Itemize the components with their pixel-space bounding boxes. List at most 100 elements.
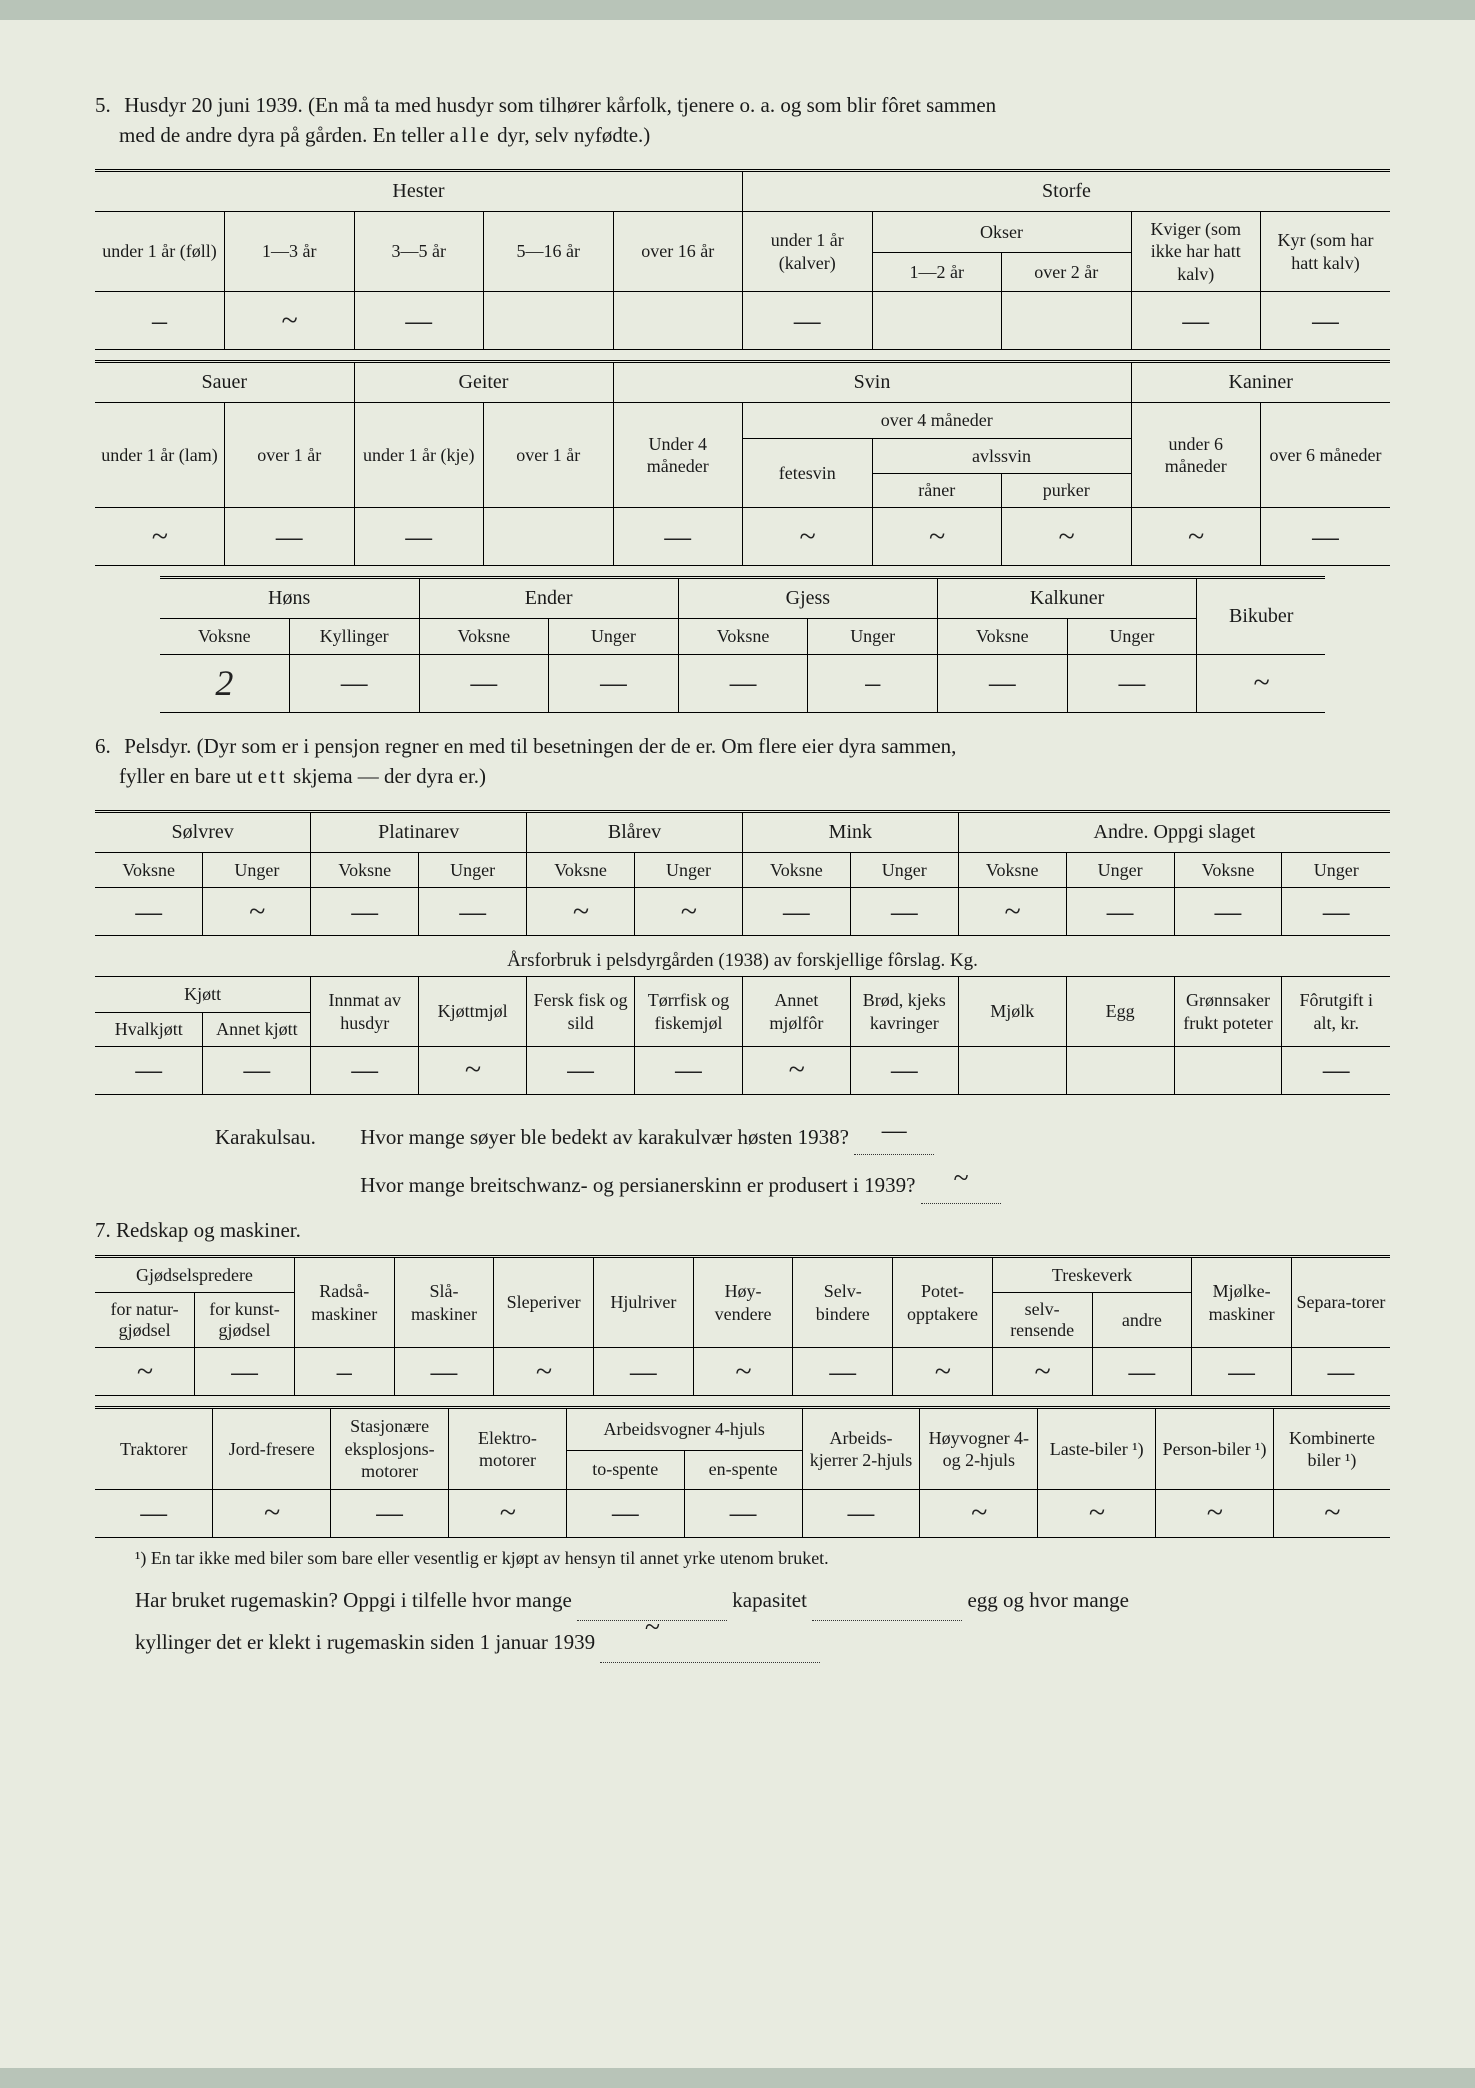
fornatur: for natur-gjødsel [95,1293,195,1348]
cell: — [938,654,1068,712]
ka-over6: over 6 måneder [1261,403,1391,508]
kombinerte: Kombinerte biler ¹) [1273,1408,1390,1490]
cell: — [203,1046,311,1094]
cell: — [793,1348,893,1396]
sa-under1: under 1 år (lam) [95,403,225,508]
unger: Unger [203,852,311,888]
unger: Unger [419,852,527,888]
cell [484,508,614,566]
jordfresere: Jord-fresere [213,1408,331,1490]
voksne: Voksne [1174,852,1282,888]
voksne: Voksne [160,619,290,655]
kyllinger: Kyllinger [289,619,419,655]
cell: — [394,1348,494,1396]
andre: Andre. Oppgi slaget [958,811,1390,852]
voksne: Voksne [527,852,635,888]
cell: ~ [1273,1489,1390,1537]
cell: ~ [872,508,1002,566]
cell: ~ [742,1046,850,1094]
hoyvendere: Høy-vendere [693,1256,793,1348]
karakul-label: Karakulsau. [215,1120,355,1156]
cell: — [195,1348,295,1396]
cell: ~ [743,508,873,566]
cell: — [419,888,527,936]
footnote: ¹) En tar ikke med biler som bare eller … [135,1548,1390,1569]
cell: — [311,1046,419,1094]
sv-under4: Under 4 måneder [613,403,743,508]
cell: ~ [203,888,311,936]
cell: ~ [958,888,1066,936]
cell: ~ [920,1489,1038,1537]
cell: ~ [1197,654,1326,712]
forutgift: Fôrutgift i alt, kr. [1282,977,1390,1047]
voksne: Voksne [95,852,203,888]
section5-text-a: Husdyr 20 juni 1939. (En må ta med husdy… [124,93,996,117]
cell: ~ [893,1348,993,1396]
cell [872,292,1002,350]
voksne: Voksne [958,852,1066,888]
annetmjolfor: Annet mjølfôr [742,977,850,1047]
karakul-a1: — [854,1107,934,1156]
cell [1174,1046,1282,1094]
radsa: Radså-maskiner [294,1256,394,1348]
cell: ~ [494,1348,594,1396]
group-hester: Hester [95,170,743,211]
table-arsforbruk: Kjøtt Innmat av husdyr Kjøttmjøl Fersk f… [95,976,1390,1095]
section5-text-c: dyr, selv nyfødte.) [492,123,650,147]
annetkjott: Annet kjøtt [203,1012,311,1046]
section6-text-a: Pelsdyr. (Dyr som er i pensjon regner en… [124,734,956,758]
section7-intro: 7. Redskap og maskiner. [95,1218,1390,1243]
selvrensende: selv-rensende [992,1293,1092,1348]
mjolk: Mjølk [958,977,1066,1047]
section5-intro: 5. Husdyr 20 juni 1939. (En må ta med hu… [95,90,1390,151]
karakul-q1: Hvor mange søyer ble bedekt av karakulvæ… [360,1125,849,1149]
section5-text-b: med de andre dyra på gården. En teller [119,123,450,147]
cell: ~ [1038,1489,1156,1537]
cell: — [1174,888,1282,936]
cell: — [1282,1046,1390,1094]
tospente: to-spente [566,1450,684,1489]
table-sauer-geiter-svin-kaniner: Sauer Geiter Svin Kaniner under 1 år (la… [95,360,1390,566]
cell: ~ [95,1348,195,1396]
karakul-a2: ~ [921,1155,1001,1204]
forkunst: for kunst-gjødsel [195,1293,295,1348]
bottom-question: Har bruket rugemaskin? Oppgi i tilfelle … [135,1579,1390,1663]
unger: Unger [549,619,679,655]
s-okser: Okser [872,211,1131,252]
cell: — [850,1046,958,1094]
table-pelsdyr: Sølvrev Platinarev Blårev Mink Andre. Op… [95,810,1390,937]
table-redskap-1: Gjødselspredere Radså-maskiner Slå-maski… [95,1255,1390,1397]
table-hester-storfe: Hester Storfe under 1 år (føll) 1—3 år 3… [95,169,1390,351]
cell: — [1092,1348,1192,1396]
group-kalkuner: Kalkuner [938,578,1197,619]
cell: — [95,1046,203,1094]
hjulriver: Hjulriver [594,1256,694,1348]
brod: Brød, kjeks kavringer [850,977,958,1047]
unger: Unger [1066,852,1174,888]
separatorer: Separa-torer [1291,1256,1390,1348]
cell: ~ [1156,1489,1274,1537]
voksne: Voksne [938,619,1068,655]
h-1-3: 1—3 år [225,211,355,292]
sv-purker: purker [1002,474,1132,508]
cell: — [1261,508,1391,566]
cell: — [684,1489,802,1537]
unger: Unger [850,852,958,888]
unger: Unger [1067,619,1197,655]
cell: ~ [213,1489,331,1537]
cell [484,292,614,350]
sv-raner: råner [872,474,1002,508]
section6-intro: 6. Pelsdyr. (Dyr som er i pensjon regner… [95,731,1390,792]
elektro: Elektro-motorer [449,1408,567,1490]
kjottmjol: Kjøttmjøl [419,977,527,1047]
cell: ~ [449,1489,567,1537]
voksne: Voksne [311,852,419,888]
karakul-block: Karakulsau. Hvor mange søyer ble bedekt … [95,1107,1390,1204]
personbiler: Person-biler ¹) [1156,1408,1274,1490]
lastebiler: Laste-biler ¹) [1038,1408,1156,1490]
cell: ~ [1002,508,1132,566]
ferskfisk: Fersk fisk og sild [527,977,635,1047]
s-kviger: Kviger (som ikke har hatt kalv) [1131,211,1261,292]
cell: — [802,1489,920,1537]
mink: Mink [742,811,958,852]
